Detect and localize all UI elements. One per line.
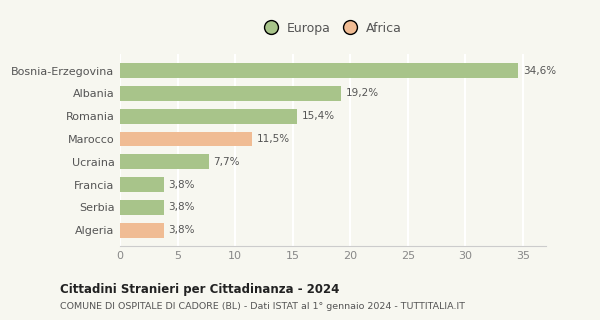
Bar — [120, 177, 164, 192]
Text: 3,8%: 3,8% — [169, 225, 195, 235]
Text: COMUNE DI OSPITALE DI CADORE (BL) - Dati ISTAT al 1° gennaio 2024 - TUTTITALIA.I: COMUNE DI OSPITALE DI CADORE (BL) - Dati… — [60, 302, 465, 311]
Bar — [120, 63, 518, 78]
Text: 34,6%: 34,6% — [523, 66, 556, 76]
Text: 11,5%: 11,5% — [257, 134, 290, 144]
Bar — [120, 109, 298, 124]
Text: 19,2%: 19,2% — [346, 88, 379, 98]
Bar — [120, 86, 341, 101]
Bar — [120, 223, 164, 238]
Bar — [120, 132, 253, 147]
Text: 15,4%: 15,4% — [302, 111, 335, 121]
Bar — [120, 200, 164, 215]
Text: Cittadini Stranieri per Cittadinanza - 2024: Cittadini Stranieri per Cittadinanza - 2… — [60, 283, 340, 296]
Bar — [120, 154, 209, 169]
Text: 7,7%: 7,7% — [213, 157, 240, 167]
Text: 3,8%: 3,8% — [169, 203, 195, 212]
Legend: Europa, Africa: Europa, Africa — [260, 19, 406, 39]
Text: 3,8%: 3,8% — [169, 180, 195, 190]
